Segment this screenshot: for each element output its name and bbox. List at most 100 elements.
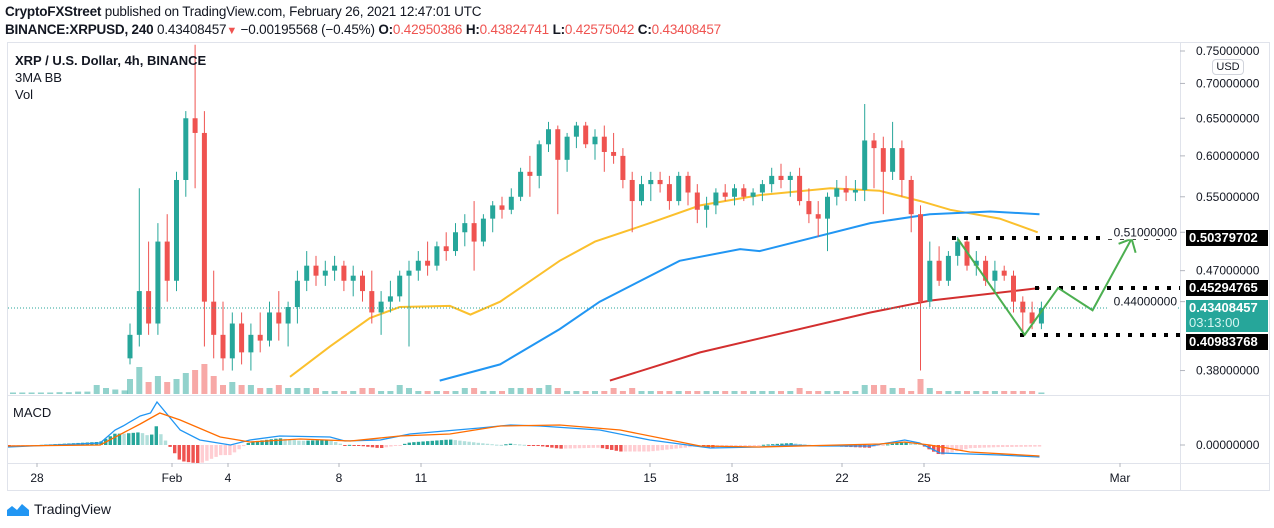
macd-histogram-bar xyxy=(738,445,743,447)
candle-body xyxy=(583,125,589,145)
macd-histogram-bar xyxy=(416,441,421,445)
candle-body xyxy=(527,171,533,176)
candle-body xyxy=(257,334,263,341)
close-label: C: xyxy=(637,22,652,37)
candle-body xyxy=(378,301,384,313)
macd-histogram-bar xyxy=(472,442,476,445)
candle-body xyxy=(406,270,412,276)
macd-histogram-bar xyxy=(600,445,605,449)
candle-body xyxy=(415,260,421,271)
macd-histogram-bar xyxy=(913,443,917,445)
macd-histogram-bar xyxy=(936,445,940,455)
price-tick-label: 0.44000000 xyxy=(1114,295,1178,309)
macd-histogram-bar xyxy=(136,432,140,445)
candle-body xyxy=(676,175,682,202)
volume-bar xyxy=(121,390,128,394)
candle-body xyxy=(611,151,617,156)
macd-histogram-bar xyxy=(610,445,614,450)
candle-body xyxy=(759,184,765,193)
macd-histogram-bar xyxy=(131,432,135,445)
macd-legend[interactable]: MACD xyxy=(13,405,52,420)
candle-body xyxy=(285,307,291,324)
volume-bar xyxy=(489,391,496,394)
price-tick-label: 0.38000000 xyxy=(1196,364,1260,378)
macd-histogram-bar xyxy=(398,445,402,446)
volume-bar xyxy=(340,391,347,394)
volume-bar xyxy=(675,391,682,394)
macd-histogram-bar xyxy=(623,445,628,452)
macd-histogram xyxy=(8,426,1042,463)
macd-histogram-bar xyxy=(554,445,559,449)
candle-body xyxy=(332,265,338,271)
candle-body xyxy=(620,155,626,180)
candle-body xyxy=(360,275,365,292)
candle-body xyxy=(694,192,700,210)
macd-histogram-bar xyxy=(564,445,568,449)
macd-histogram-bar xyxy=(412,442,416,445)
volume-bar xyxy=(322,391,329,394)
macd-histogram-bar xyxy=(334,441,338,445)
symbol-legend[interactable]: XRP / U.S. Dollar, 4h, BINANCE xyxy=(15,53,207,68)
macd-histogram-bar xyxy=(297,440,301,445)
macd-histogram-bar xyxy=(941,445,945,455)
macd-histogram-bar xyxy=(909,442,913,445)
volume-bar xyxy=(127,379,133,394)
macd-histogram-bar xyxy=(766,444,770,446)
macd-histogram-bar xyxy=(577,445,582,449)
volume-bar xyxy=(871,385,877,394)
tradingview-logo[interactable]: TradingView xyxy=(6,501,111,517)
price-axis[interactable]: 0.75000000 0.70000000 0.65000000 0.60000000… xyxy=(1108,44,1260,378)
macd-histogram-bar xyxy=(573,445,577,449)
time-axis[interactable]: 28 Feb 4 8 11 15 18 22 25 Mar xyxy=(30,463,1130,485)
candle-body xyxy=(313,265,319,276)
volume-bar xyxy=(47,392,54,394)
time-tick-label: 25 xyxy=(917,471,931,485)
candle-body xyxy=(341,265,347,281)
candle-body xyxy=(713,192,719,206)
macd-histogram-bar xyxy=(527,445,531,446)
macd-histogram-bar xyxy=(1019,445,1023,447)
time-tick-label: 4 xyxy=(225,471,232,485)
macd-histogram-bar xyxy=(269,439,273,445)
macd-histogram-bar xyxy=(122,433,126,445)
macd-histogram-bar xyxy=(219,445,223,456)
price-chart[interactable]: 28 Feb 4 8 11 15 18 22 25 Mar 0.75000000 0.7000000… xyxy=(0,0,1274,500)
volume-bar xyxy=(554,388,561,394)
volume-bar xyxy=(173,379,180,394)
candle-body xyxy=(425,260,431,266)
volume-bar xyxy=(56,392,63,394)
macd-histogram-bar xyxy=(531,445,536,446)
macd-histogram-bar xyxy=(186,445,191,463)
volume-bar xyxy=(499,391,505,394)
macd-histogram-bar xyxy=(771,444,775,446)
macd-histogram-bar xyxy=(306,440,310,445)
macd-histogram-bar xyxy=(311,440,315,445)
indicator-legend[interactable]: 3MA BB xyxy=(15,70,62,85)
candle-body xyxy=(685,175,691,193)
macd-histogram-bar xyxy=(669,445,674,450)
currency-button[interactable]: USD xyxy=(1212,59,1244,75)
candle-body xyxy=(666,184,672,202)
volume-bar xyxy=(796,388,803,394)
macd-histogram-bar xyxy=(587,445,591,448)
macd-histogram-bar xyxy=(964,445,968,450)
macd-histogram-bar xyxy=(352,445,356,446)
macd-histogram-bar xyxy=(982,445,986,448)
volume-bar xyxy=(210,376,217,394)
macd-histogram-bar xyxy=(743,445,747,446)
candle-body xyxy=(945,255,951,281)
macd-histogram-bar xyxy=(798,443,802,445)
macd-histogram-bar xyxy=(945,445,950,454)
candle-body xyxy=(443,246,449,252)
candle-body xyxy=(741,188,747,197)
macd-histogram-bar xyxy=(237,445,241,450)
macd-histogram-bar xyxy=(780,443,784,445)
macd-histogram-bar xyxy=(522,444,526,446)
candle-body xyxy=(1001,270,1007,276)
macd-histogram-bar xyxy=(646,445,651,452)
macd-histogram-bar xyxy=(973,445,977,449)
candle-body xyxy=(155,241,161,324)
candle-body xyxy=(462,223,468,233)
volume-legend[interactable]: Vol xyxy=(15,87,34,102)
price-tick-label: 0.65000000 xyxy=(1196,111,1260,125)
